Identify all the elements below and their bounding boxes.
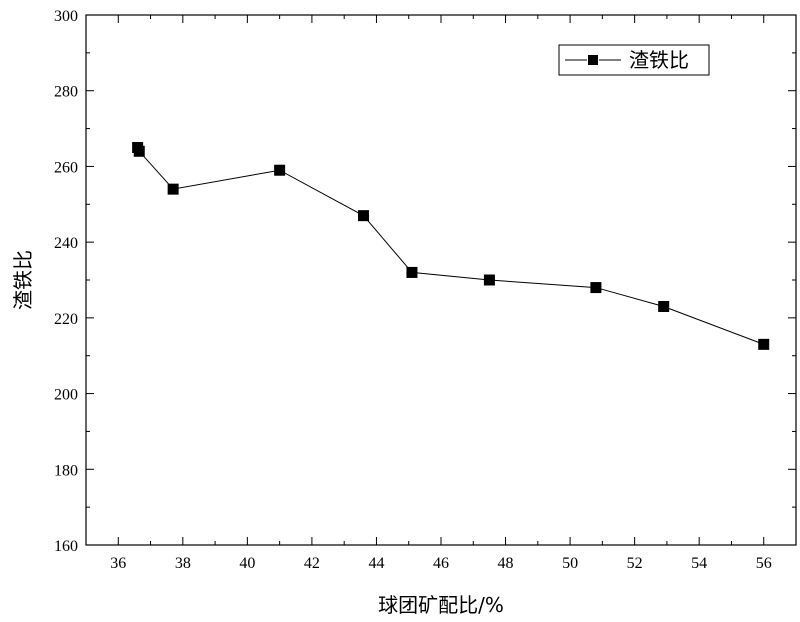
series-line: [137, 147, 764, 345]
y-tick-label: 280: [54, 84, 78, 101]
legend-label: 渣铁比: [629, 48, 689, 72]
data-point-marker: [358, 210, 370, 222]
data-point-marker: [274, 164, 286, 176]
y-tick-label: 180: [54, 462, 78, 479]
legend-marker-square-icon: [588, 55, 598, 65]
y-tick-label: 160: [54, 538, 78, 555]
x-tick-label: 56: [756, 555, 772, 572]
plot-frame: [85, 14, 797, 546]
x-tick-label: 52: [627, 555, 643, 572]
series-layer: [132, 142, 770, 350]
data-point-marker: [483, 274, 495, 286]
data-point-marker: [758, 338, 770, 350]
x-tick-label: 38: [175, 555, 191, 572]
y-tick-label: 220: [54, 311, 78, 328]
y-tick-label: 300: [54, 8, 78, 25]
x-tick-label: 50: [562, 555, 578, 572]
y-tick-label: 240: [54, 235, 78, 252]
y-axis-title: 渣铁比: [11, 250, 35, 310]
x-tick-label: 44: [368, 555, 384, 572]
legend: 渣铁比: [558, 44, 710, 76]
data-point-marker: [167, 183, 179, 195]
x-tick-label: 48: [498, 555, 514, 572]
y-tick-label: 260: [54, 159, 78, 176]
data-point-marker: [133, 145, 145, 157]
data-point-marker: [658, 301, 670, 312]
data-point-marker: [406, 266, 418, 278]
x-tick-label: 54: [691, 555, 707, 572]
y-tick-label: 200: [54, 387, 78, 404]
y-axis: 160 180 200 220 240 260 280 300: [54, 8, 796, 555]
data-point-marker: [590, 282, 602, 294]
x-tick-label: 46: [433, 555, 449, 572]
x-tick-label: 40: [239, 555, 255, 572]
x-tick-label: 42: [304, 555, 320, 572]
x-axis-title: 球团矿配比/%: [378, 593, 504, 617]
x-axis: 36 38 40 42 44 46 48 50 52 54 56: [110, 15, 772, 572]
plot-border: [85, 14, 797, 546]
x-tick-label: 36: [110, 555, 126, 572]
